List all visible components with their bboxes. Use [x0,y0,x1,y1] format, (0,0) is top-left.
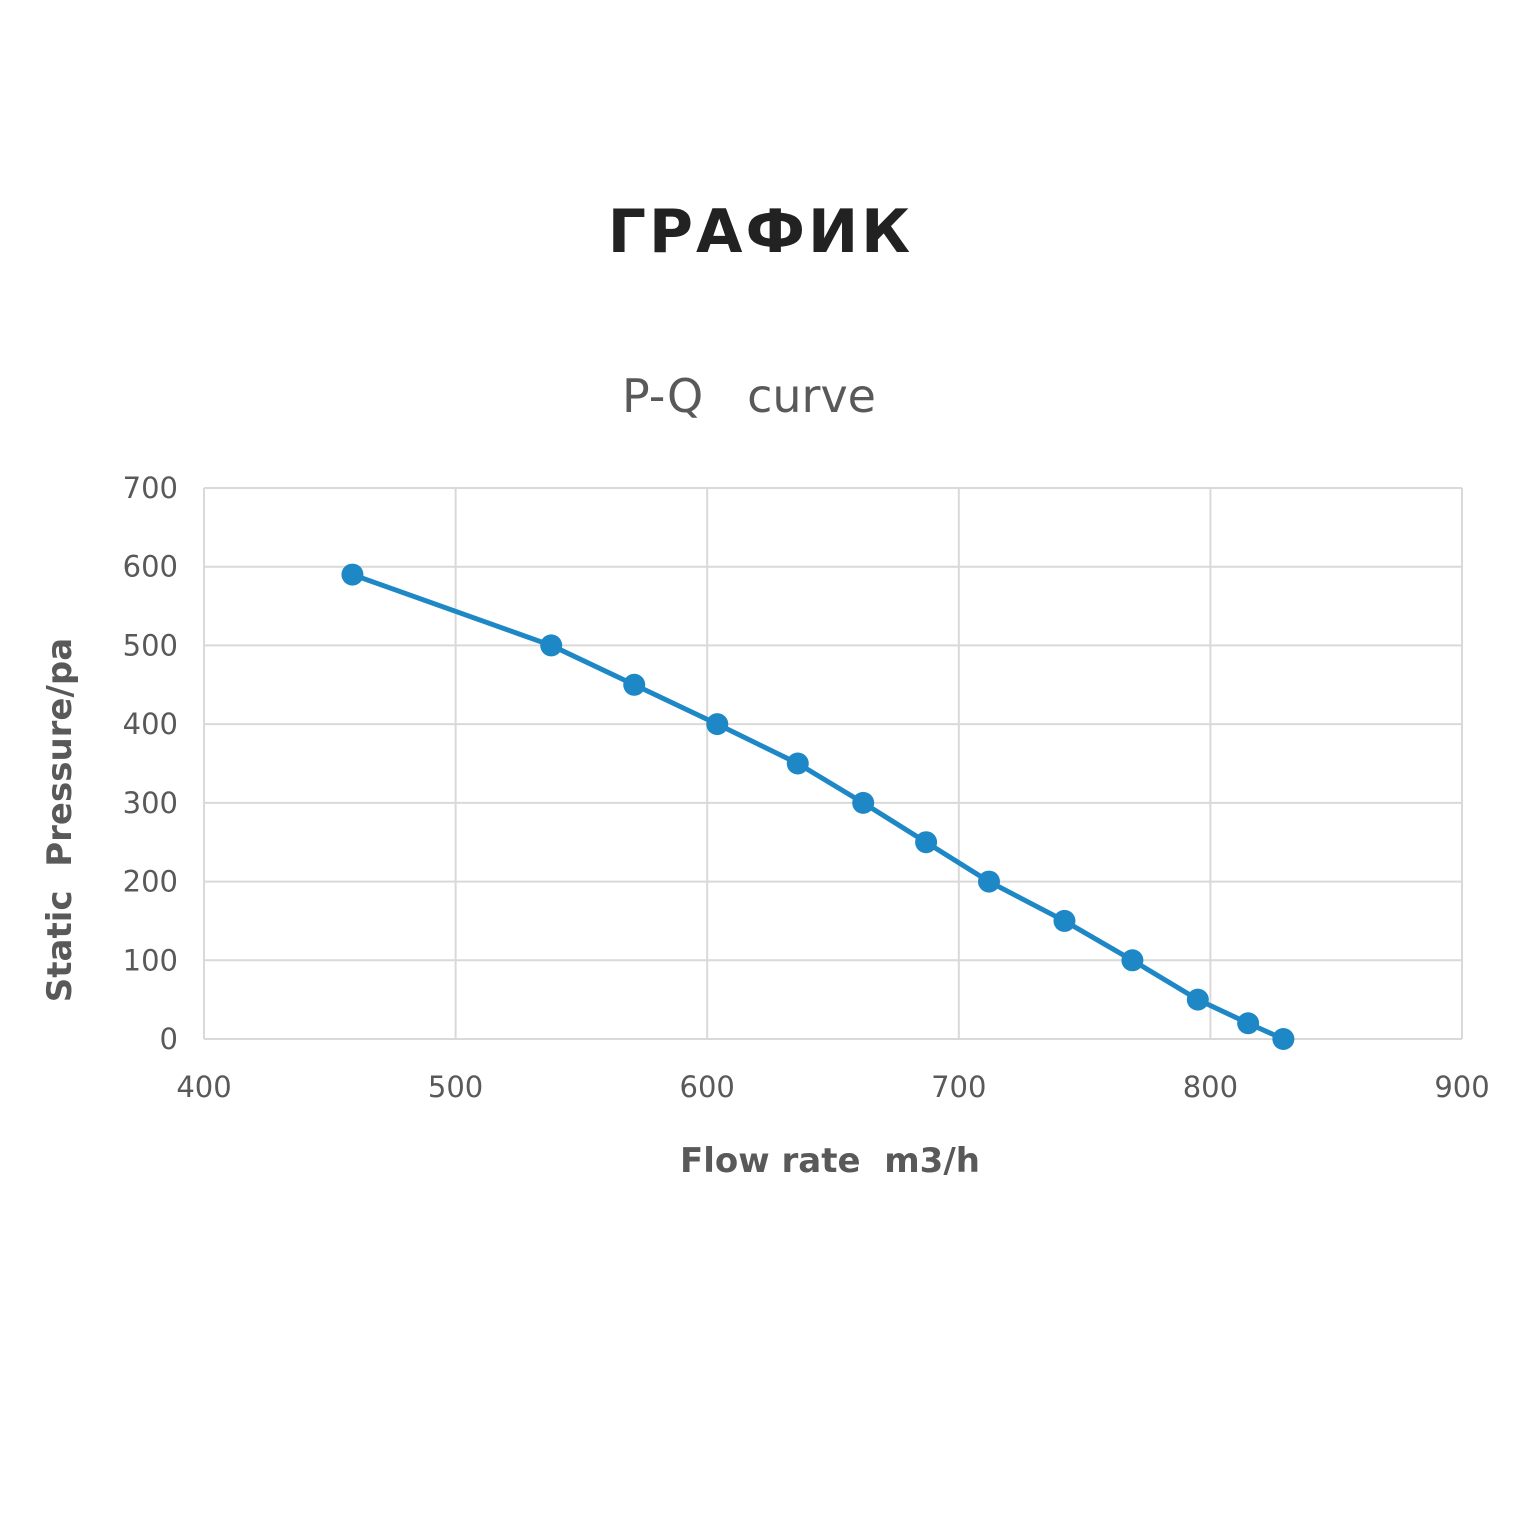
data-point [706,713,729,736]
y-tick-label: 300 [123,786,178,820]
y-axis-ticks: 0 100 200 300 400 500 600 700 [123,471,178,1056]
data-point [977,870,1000,893]
x-tick-label: 500 [428,1070,483,1104]
series [341,563,1295,1050]
y-axis-title: Static Pressure/pa [40,638,80,1002]
data-point [1053,909,1076,932]
page-heading: ГРАФИК [607,197,914,267]
y-tick-label: 600 [123,550,178,584]
x-tick-label: 400 [176,1070,231,1104]
y-tick-label: 200 [123,865,178,899]
data-point [852,791,875,814]
data-point [915,831,938,854]
series-line [349,572,1286,1042]
x-axis-ticks: 400 500 600 700 800 900 [176,1070,1489,1104]
y-tick-label: 700 [123,471,178,505]
y-tick-label: 500 [123,628,178,662]
data-point [341,563,364,586]
data-point [1186,988,1209,1011]
y-tick-label: 100 [123,943,178,977]
y-tick-label: 0 [160,1022,178,1056]
data-point [623,673,646,696]
data-point [1237,1012,1260,1035]
chart-title: P-Q curve [622,369,876,423]
y-tick-label: 400 [123,707,178,741]
x-tick-label: 900 [1434,1070,1489,1104]
x-tick-label: 700 [931,1070,986,1104]
x-axis-title: Flow rate m3/h [680,1141,980,1181]
data-point [540,634,563,657]
data-point [1272,1028,1295,1050]
data-point [786,752,809,775]
x-tick-label: 600 [680,1070,735,1104]
data-point [1121,949,1144,972]
grid [203,487,1463,1040]
x-tick-label: 800 [1183,1070,1238,1104]
